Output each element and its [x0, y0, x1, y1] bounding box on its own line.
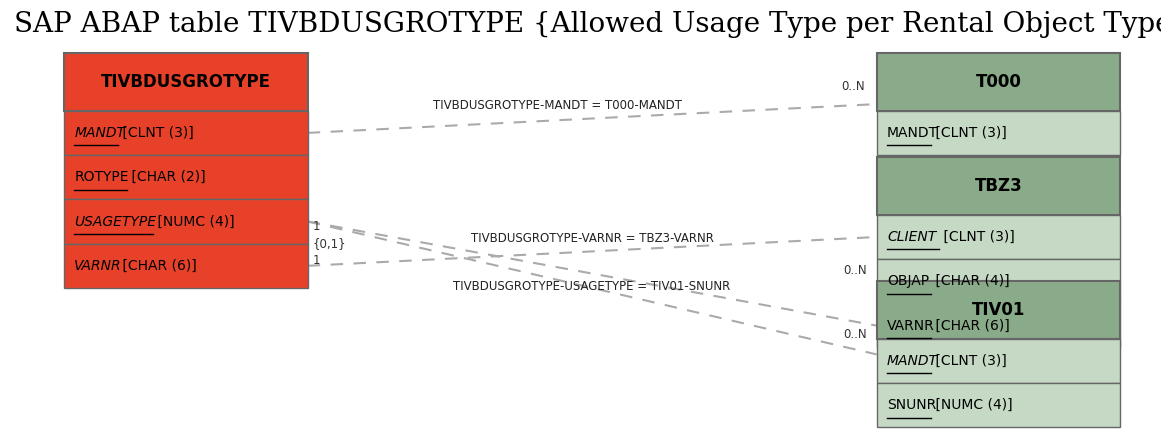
Text: [CLNT (3)]: [CLNT (3)] [939, 230, 1015, 244]
Text: VARNR: VARNR [887, 319, 935, 333]
FancyBboxPatch shape [877, 339, 1120, 383]
FancyBboxPatch shape [877, 157, 1120, 215]
FancyBboxPatch shape [64, 199, 308, 244]
Text: SAP ABAP table TIVBDUSGROTYPE {Allowed Usage Type per Rental Object Type}: SAP ABAP table TIVBDUSGROTYPE {Allowed U… [14, 11, 1161, 38]
Text: 1: 1 [312, 220, 319, 233]
Text: TIV01: TIV01 [972, 301, 1025, 319]
Text: T000: T000 [975, 73, 1022, 91]
Text: [CLNT (3)]: [CLNT (3)] [931, 126, 1007, 140]
FancyBboxPatch shape [877, 53, 1120, 111]
Text: {0,1}: {0,1} [312, 237, 346, 250]
Text: [NUMC (4)]: [NUMC (4)] [153, 214, 235, 229]
Text: ROTYPE: ROTYPE [74, 170, 129, 184]
Text: TBZ3: TBZ3 [974, 177, 1023, 195]
Text: TIVBDUSGROTYPE-USAGETYPE = TIV01-SNUNR: TIVBDUSGROTYPE-USAGETYPE = TIV01-SNUNR [454, 280, 730, 293]
Text: TIVBDUSGROTYPE: TIVBDUSGROTYPE [101, 73, 271, 91]
FancyBboxPatch shape [877, 259, 1120, 303]
FancyBboxPatch shape [64, 53, 308, 111]
FancyBboxPatch shape [64, 111, 308, 155]
Text: MANDT: MANDT [887, 126, 938, 140]
FancyBboxPatch shape [64, 244, 308, 288]
Text: [CHAR (6)]: [CHAR (6)] [118, 259, 196, 273]
Text: 0..N: 0..N [844, 328, 867, 341]
Text: TIVBDUSGROTYPE-VARNR = TBZ3-VARNR: TIVBDUSGROTYPE-VARNR = TBZ3-VARNR [470, 232, 714, 245]
Text: TIVBDUSGROTYPE-MANDT = T000-MANDT: TIVBDUSGROTYPE-MANDT = T000-MANDT [433, 99, 682, 112]
Text: OBJAP: OBJAP [887, 274, 929, 288]
Text: VARNR: VARNR [74, 259, 122, 273]
FancyBboxPatch shape [877, 215, 1120, 259]
Text: MANDT: MANDT [74, 126, 125, 140]
Text: [NUMC (4)]: [NUMC (4)] [931, 398, 1012, 412]
Text: 1: 1 [312, 254, 319, 267]
Text: CLIENT: CLIENT [887, 230, 936, 244]
FancyBboxPatch shape [877, 383, 1120, 427]
Text: [CHAR (4)]: [CHAR (4)] [931, 274, 1009, 288]
Text: SNUNR: SNUNR [887, 398, 936, 412]
FancyBboxPatch shape [877, 303, 1120, 348]
FancyBboxPatch shape [877, 111, 1120, 155]
Text: 0..N: 0..N [842, 80, 865, 93]
Text: [CHAR (6)]: [CHAR (6)] [931, 319, 1009, 333]
Text: [CLNT (3)]: [CLNT (3)] [118, 126, 194, 140]
Text: MANDT: MANDT [887, 354, 938, 368]
Text: USAGETYPE: USAGETYPE [74, 214, 157, 229]
Text: [CHAR (2)]: [CHAR (2)] [127, 170, 205, 184]
FancyBboxPatch shape [877, 281, 1120, 339]
FancyBboxPatch shape [64, 155, 308, 199]
Text: [CLNT (3)]: [CLNT (3)] [931, 354, 1007, 368]
Text: 0..N: 0..N [844, 264, 867, 277]
